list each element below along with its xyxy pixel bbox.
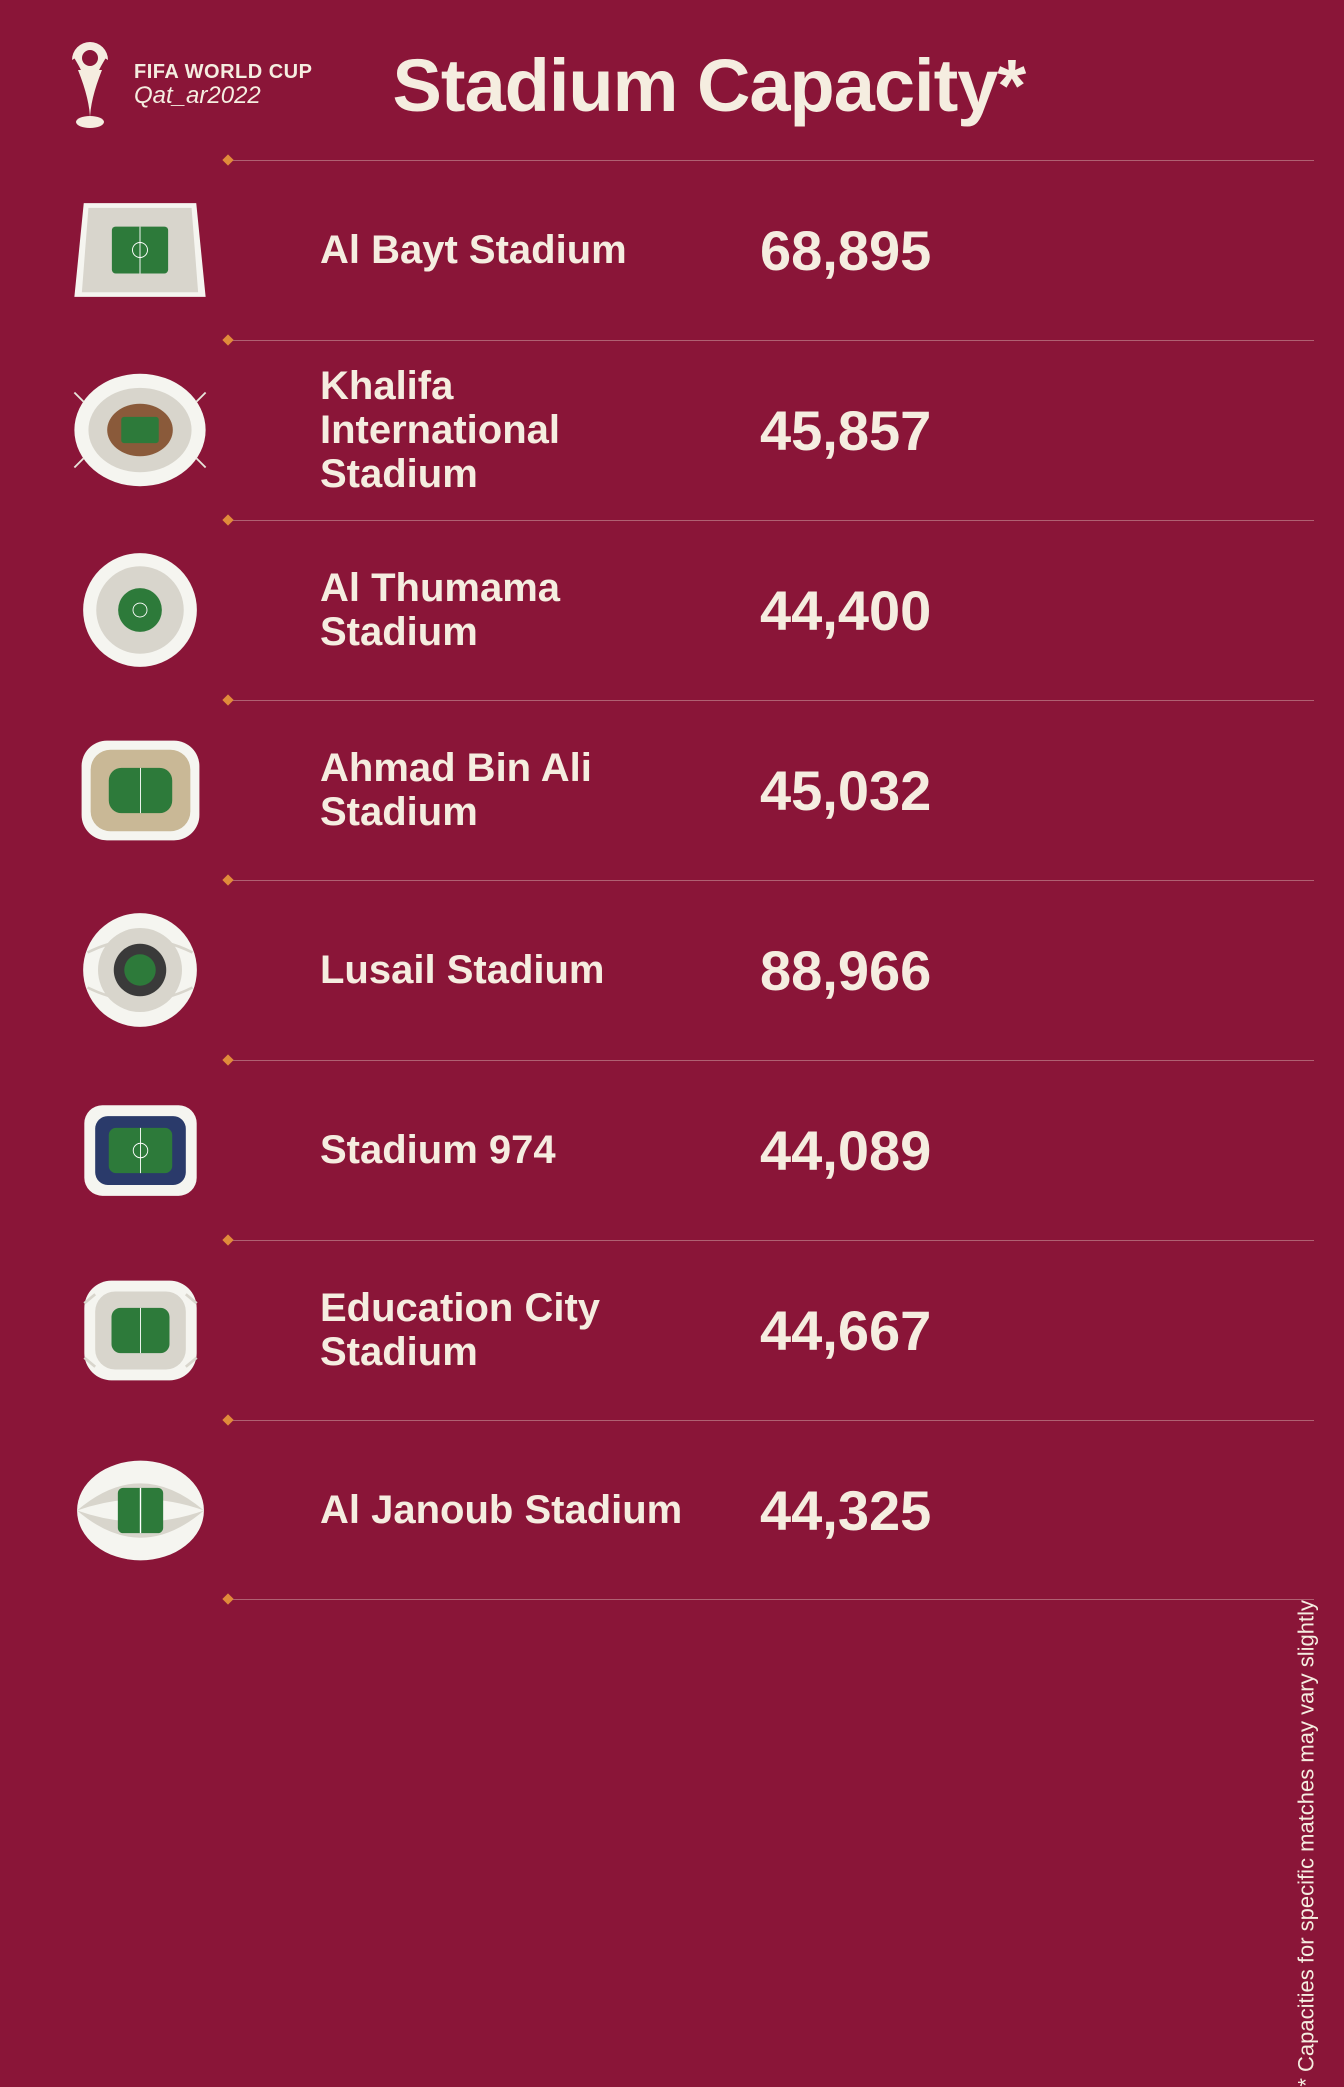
khalifa-icon [60,350,220,510]
fifa-logo: FIFA WORLD CUP Qat_ar2022 [60,40,312,130]
al-thumama-icon [60,530,220,690]
logo-line-2: Qat_ar2022 [134,83,312,108]
trophy-icon [60,40,120,130]
stadium-name: Al Janoub Stadium [320,1488,700,1532]
divider [230,1060,1314,1061]
stadium-capacity: 44,089 [760,1118,931,1183]
logo-line-1: FIFA WORLD CUP [134,62,312,83]
stadium-row: Stadium 974 44,089 [0,1060,1344,1240]
stadium-name: Education City Stadium [320,1286,700,1374]
stadium-capacity: 88,966 [760,938,931,1003]
stadium-row: Khalifa International Stadium 45,857 [0,340,1344,520]
stadium-capacity: 45,032 [760,758,931,823]
divider [230,1599,1314,1600]
stadium-row: Lusail Stadium 88,966 [0,880,1344,1060]
logo-text: FIFA WORLD CUP Qat_ar2022 [134,62,312,108]
stadium-capacity: 68,895 [760,218,931,283]
ahmad-bin-ali-icon [60,710,220,870]
stadium-capacity: 44,400 [760,578,931,643]
stadium-row: Ahmad Bin Ali Stadium 45,032 [0,700,1344,880]
stadium-capacity: 44,325 [760,1478,931,1543]
stadium-name: Lusail Stadium [320,948,700,992]
divider [230,520,1314,521]
al-bayt-icon [60,170,220,330]
footnote: * Capacities for specific matches may va… [1294,1600,1320,2087]
divider [230,1240,1314,1241]
stadium-capacity: 45,857 [760,398,931,463]
stadium-name: Khalifa International Stadium [320,364,700,496]
divider [230,160,1314,161]
stadium-row: Al Janoub Stadium 44,325 [0,1420,1344,1600]
stadium-name: Al Thumama Stadium [320,566,700,654]
stadium-capacity: 44,667 [760,1298,931,1363]
header: FIFA WORLD CUP Qat_ar2022 Stadium Capaci… [0,0,1344,160]
page-title: Stadium Capacity* [392,43,1025,128]
stadium-name: Ahmad Bin Ali Stadium [320,746,700,834]
divider [230,340,1314,341]
stadium-name: Stadium 974 [320,1128,700,1172]
stadium-974-icon [60,1070,220,1230]
divider [230,880,1314,881]
divider [230,700,1314,701]
lusail-icon [60,890,220,1050]
divider [230,1420,1314,1421]
stadium-row: Al Bayt Stadium 68,895 [0,160,1344,340]
stadium-row: Al Thumama Stadium 44,400 [0,520,1344,700]
stadium-row: Education City Stadium 44,667 [0,1240,1344,1420]
education-city-icon [60,1250,220,1410]
al-janoub-icon [60,1430,220,1590]
stadium-name: Al Bayt Stadium [320,228,700,272]
stadium-list: Al Bayt Stadium 68,895 Khalifa Internati… [0,160,1344,1600]
